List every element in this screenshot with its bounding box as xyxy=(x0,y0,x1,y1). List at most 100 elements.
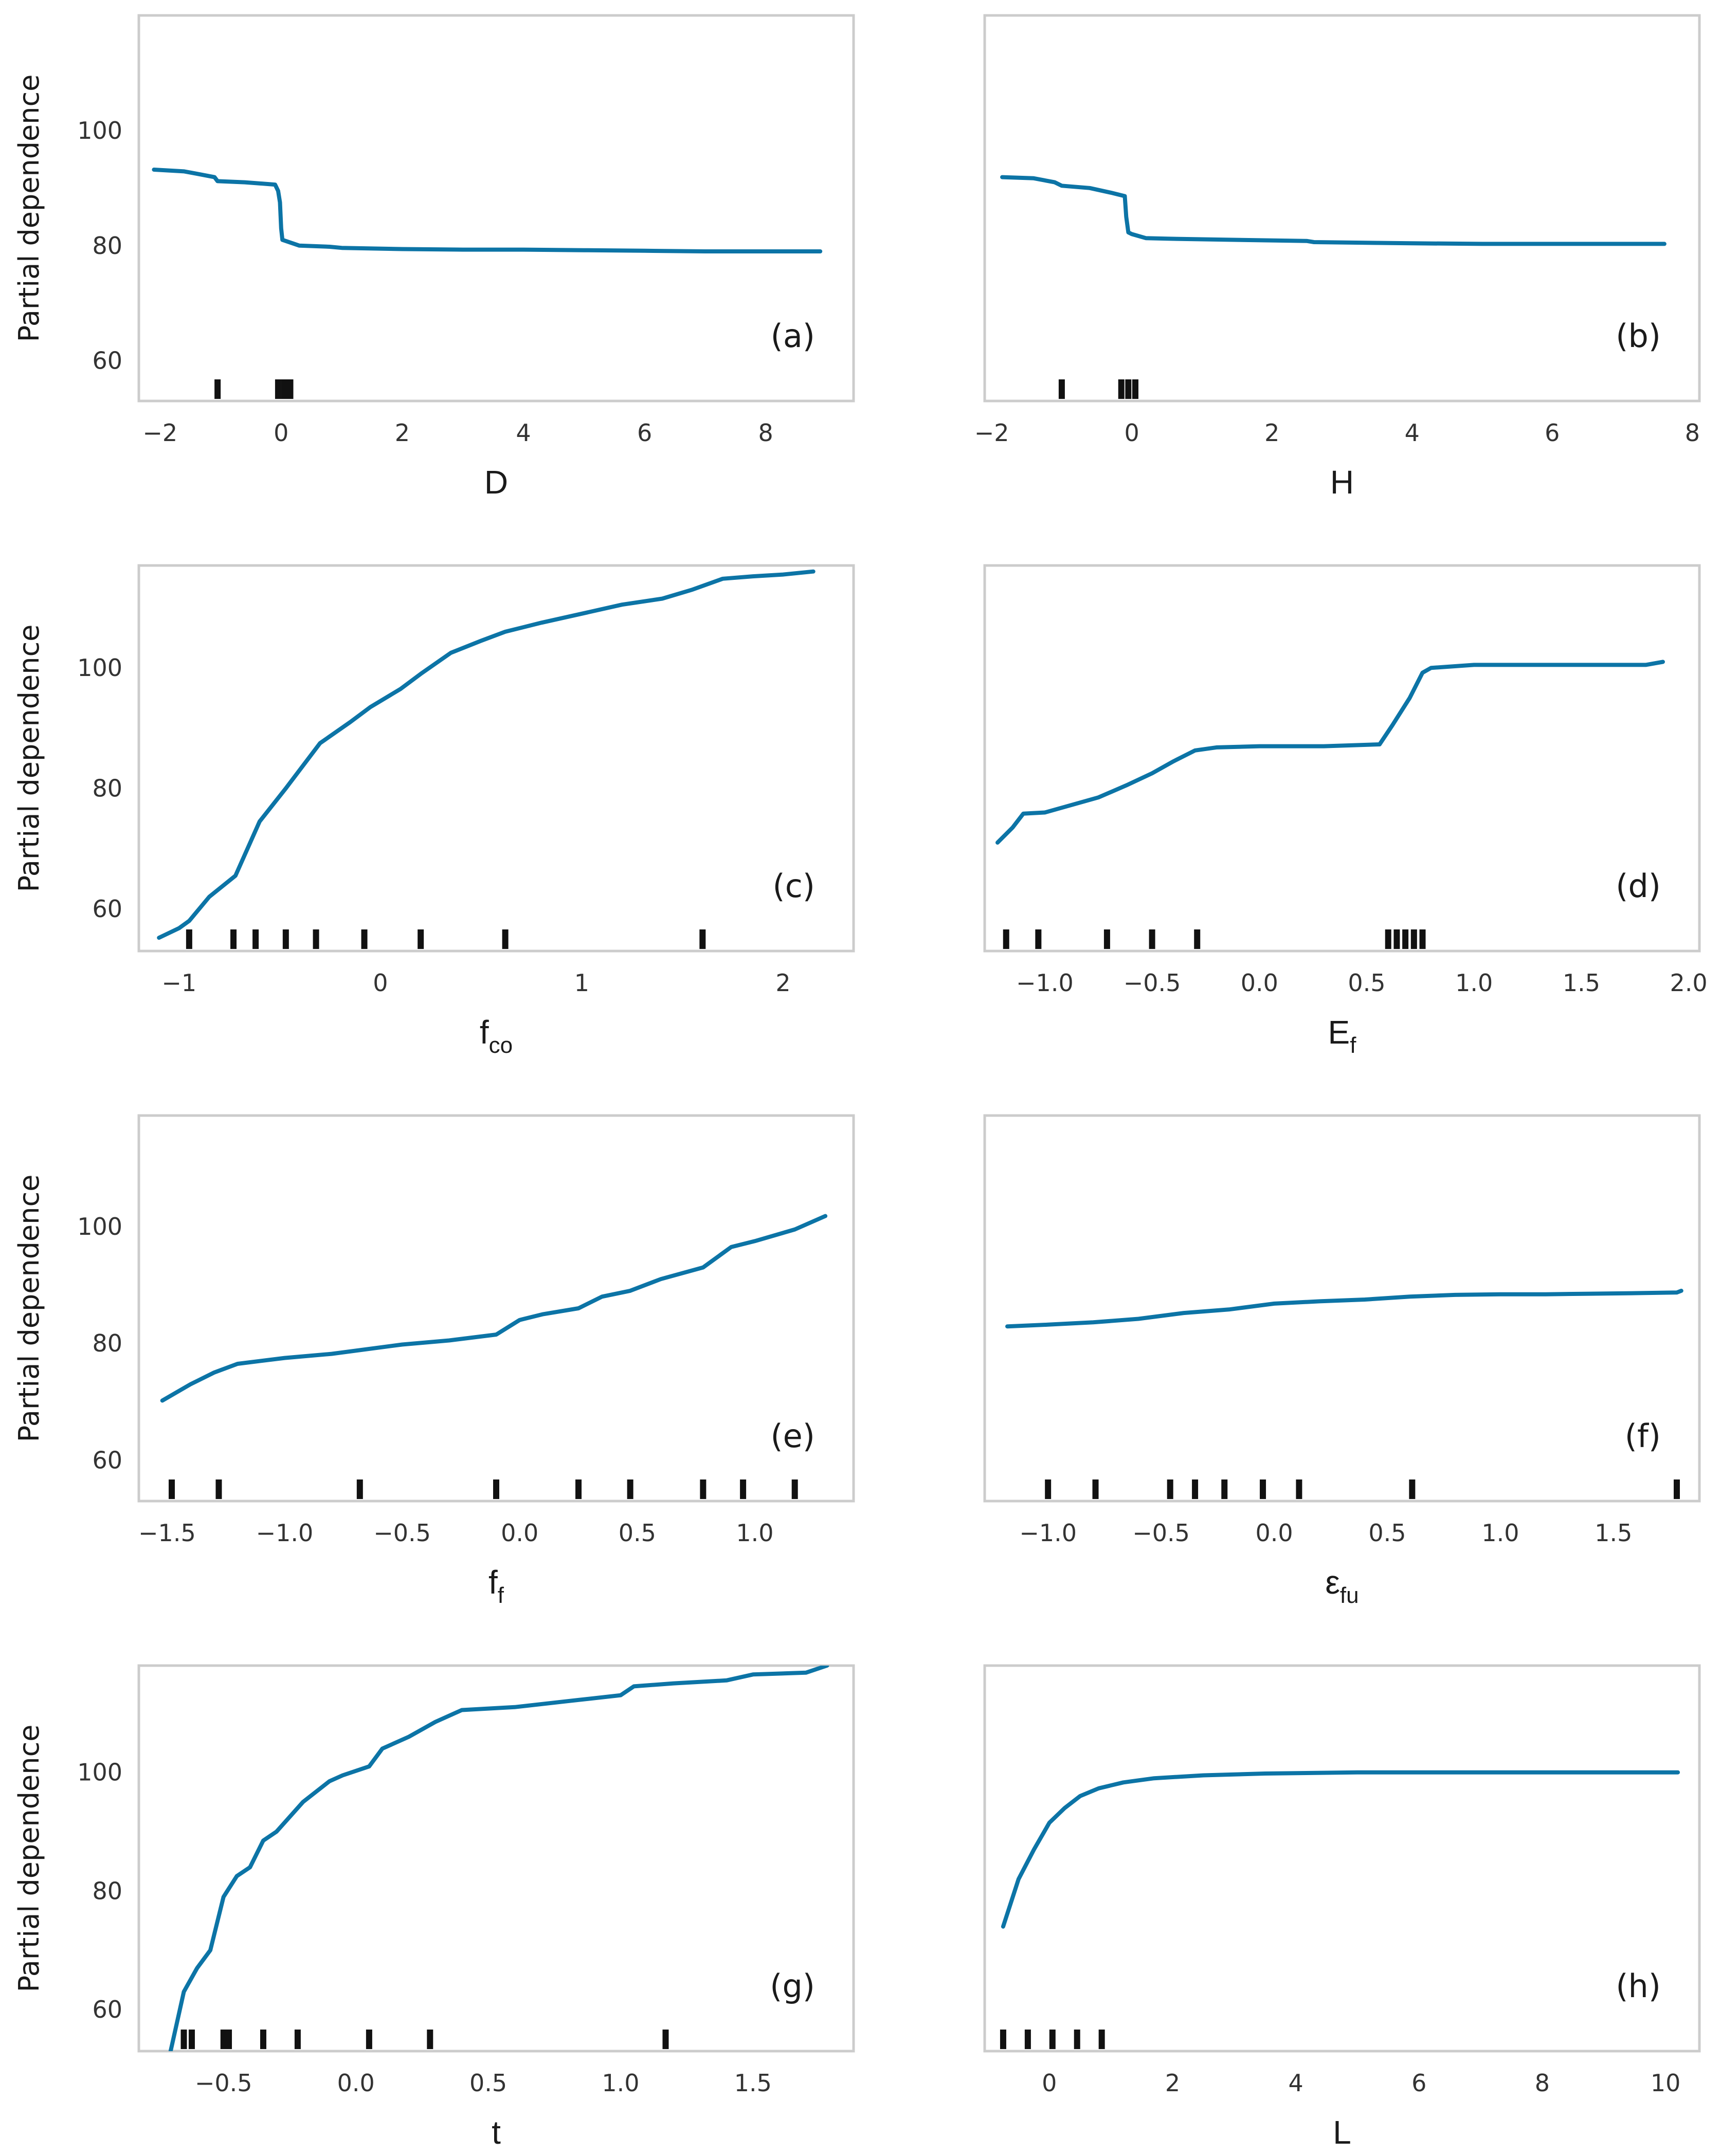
x-axis-label-main: ε xyxy=(1325,1564,1340,1601)
rug-tick xyxy=(366,2030,372,2049)
x-tick-label: 8 xyxy=(1685,419,1700,447)
y-tick-label: 80 xyxy=(92,775,122,802)
rug-tick xyxy=(281,379,287,399)
x-tick-label: −2 xyxy=(142,419,177,447)
x-axis-label: εfu xyxy=(1325,1564,1358,1608)
x-tick-label: 0.0 xyxy=(1255,1519,1293,1547)
y-tick-label: 100 xyxy=(77,1759,122,1786)
rug-tick xyxy=(1074,2030,1080,2049)
x-axis-label: ff xyxy=(488,1564,504,1608)
rug-tick xyxy=(294,2030,301,2049)
rug-tick xyxy=(1000,2030,1006,2049)
rug-tick xyxy=(700,1479,706,1499)
x-axis-label-main: f xyxy=(488,1564,498,1601)
rug-tick xyxy=(1118,379,1125,399)
panel-b: −2 0 2 4 6 8 H (b) xyxy=(974,14,1701,501)
rug-tick xyxy=(418,929,424,949)
rug-tick xyxy=(1024,2030,1031,2049)
x-axis-label-subscript: fu xyxy=(1340,1583,1359,1608)
x-tick-label: 6 xyxy=(1411,2069,1426,2097)
panel-label: (h) xyxy=(1616,1967,1661,2005)
x-axis-label-main: H xyxy=(1330,464,1354,501)
partial-dependence-line xyxy=(168,1666,829,2051)
rug-tick xyxy=(1192,1479,1199,1499)
x-tick-label: 4 xyxy=(516,419,531,447)
x-tick-label: 2 xyxy=(775,969,790,997)
panel-label: (c) xyxy=(773,867,815,905)
x-tick-label: 8 xyxy=(758,419,773,447)
panel-d: −1.0 −0.5 0.0 0.5 1.0 1.5 2.0 Ef (d) xyxy=(983,564,1708,1058)
rug-tick xyxy=(740,1479,747,1499)
x-tick-label: −1.5 xyxy=(138,1519,196,1547)
y-axis-label: Partial dependence xyxy=(13,1175,45,1442)
x-tick-label: 1.0 xyxy=(602,2069,639,2097)
y-axis-label: Partial dependence xyxy=(13,625,45,892)
rug-tick xyxy=(1410,929,1417,949)
x-tick-label: 1.0 xyxy=(1481,1519,1519,1547)
plot-frame xyxy=(983,1664,1701,2053)
x-axis-label: fco xyxy=(480,1014,513,1058)
x-axis-label: L xyxy=(1333,2114,1351,2151)
x-tick-label: 0 xyxy=(373,969,388,997)
x-tick-label: −0.5 xyxy=(195,2069,252,2097)
plot-frame xyxy=(137,564,855,953)
x-axis-label: Ef xyxy=(1328,1014,1357,1058)
rug-tick xyxy=(1103,929,1110,949)
rug-tick xyxy=(230,929,237,949)
x-tick-label: 0.0 xyxy=(337,2069,375,2097)
x-tick-label: 6 xyxy=(1545,419,1560,447)
plot-frame xyxy=(983,564,1701,953)
x-tick-label: 0 xyxy=(1042,2069,1057,2097)
panel-label: (g) xyxy=(770,1967,815,2005)
x-tick-label: 1.0 xyxy=(736,1519,773,1547)
rug-tick xyxy=(287,379,294,399)
rug-tick xyxy=(1167,1479,1173,1499)
plot-frame xyxy=(137,14,855,403)
x-tick-label: −0.5 xyxy=(373,1519,431,1547)
x-axis-label: t xyxy=(492,2114,501,2151)
panel-label: (e) xyxy=(770,1417,815,1455)
x-tick-label: 0 xyxy=(1125,419,1139,447)
rug-tick xyxy=(1221,1479,1228,1499)
panel-f: −1.0 −0.5 0.0 0.5 1.0 1.5 εfu (f) xyxy=(983,1114,1701,1608)
rug-tick xyxy=(493,1479,499,1499)
x-tick-label: −1.0 xyxy=(1016,969,1074,997)
y-tick-label: 60 xyxy=(92,347,122,375)
y-tick-label: 80 xyxy=(92,1329,122,1357)
rug-tick xyxy=(1035,929,1042,949)
x-axis-label: D xyxy=(484,464,508,501)
rug-tick xyxy=(186,929,192,949)
partial-dependence-line xyxy=(152,168,823,253)
x-tick-label: 0.5 xyxy=(469,2069,507,2097)
x-tick-label: −2 xyxy=(974,419,1009,447)
x-axis-label-subscript: f xyxy=(1350,1033,1356,1058)
x-tick-label: −0.5 xyxy=(1132,1519,1190,1547)
panel-h: 0 2 4 6 8 10 L (h) xyxy=(983,1664,1701,2151)
rug-tick xyxy=(313,929,319,949)
x-tick-label: −1.0 xyxy=(1019,1519,1077,1547)
rug-tick xyxy=(502,929,509,949)
x-tick-label: 2 xyxy=(395,419,410,447)
rug-tick xyxy=(226,2030,232,2049)
panel-label: (f) xyxy=(1625,1417,1661,1455)
rug-tick xyxy=(427,2030,433,2049)
rug-tick xyxy=(1296,1479,1302,1499)
x-tick-label: 0.5 xyxy=(1348,969,1385,997)
x-tick-label: 1.5 xyxy=(1595,1519,1632,1547)
y-tick-label: 100 xyxy=(77,117,122,144)
partial-dependence-line xyxy=(1005,1288,1683,1329)
x-tick-label: 1.5 xyxy=(1563,969,1600,997)
partial-dependence-line xyxy=(1001,1770,1680,1929)
x-axis-label-main: D xyxy=(484,464,508,501)
y-tick-label: 60 xyxy=(92,1446,122,1474)
partial-dependence-line xyxy=(995,660,1665,845)
x-axis-label: H xyxy=(1330,464,1354,501)
x-tick-label: 0.0 xyxy=(1241,969,1278,997)
x-tick-label: 4 xyxy=(1405,419,1420,447)
x-axis-label-main: L xyxy=(1333,2114,1351,2151)
rug-tick xyxy=(575,1479,582,1499)
panel-a: −2 0 2 4 6 8 60 80 100 Partial dependence D (a) xyxy=(13,14,855,501)
y-tick-label: 80 xyxy=(92,232,122,260)
